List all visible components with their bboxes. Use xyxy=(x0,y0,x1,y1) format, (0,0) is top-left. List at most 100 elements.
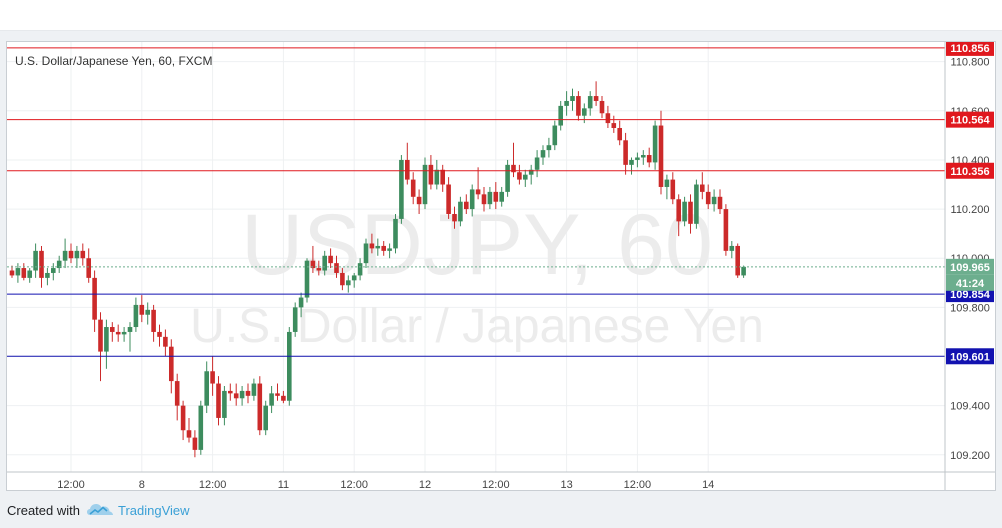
candle-up xyxy=(145,309,150,315)
candle-up xyxy=(729,245,735,251)
candle-up xyxy=(558,105,563,126)
top-toolbar-strip xyxy=(0,0,1002,31)
grid-lines xyxy=(7,42,945,472)
candle-up xyxy=(204,371,209,406)
candle-down xyxy=(646,155,652,163)
candle-up xyxy=(346,280,351,286)
candle-up xyxy=(469,189,475,210)
time-tick-label: 12:00 xyxy=(199,479,227,490)
chart-frame[interactable]: USDJPY, 60 U.S. Dollar / Japanese Yen 11… xyxy=(6,41,996,491)
candle-down xyxy=(9,270,15,276)
watermark-symbol: USDJPY, 60 xyxy=(241,197,713,293)
candle-up xyxy=(552,125,558,146)
candle-up xyxy=(263,405,268,431)
time-tick-label: 12 xyxy=(419,479,431,490)
candle-up xyxy=(393,218,398,249)
candle-down xyxy=(700,184,705,192)
candle-up xyxy=(652,125,658,163)
candle-up xyxy=(45,272,50,278)
candle-down xyxy=(723,209,729,251)
candle-down xyxy=(39,250,44,278)
candle-down xyxy=(163,336,168,347)
candle-down xyxy=(98,319,103,352)
candle-down xyxy=(428,164,434,185)
candle-down xyxy=(80,250,86,259)
candle-down xyxy=(340,272,345,286)
level-price-label: 110.356 xyxy=(950,166,989,178)
candle-down xyxy=(316,268,322,271)
candle-down xyxy=(245,390,251,396)
candle-down xyxy=(440,169,445,185)
candle-down xyxy=(381,245,386,251)
candle-down xyxy=(21,268,27,278)
candle-down xyxy=(334,263,339,273)
time-tick-label: 12:00 xyxy=(57,479,85,490)
candle-down xyxy=(86,258,91,278)
candle-up xyxy=(570,96,575,101)
candle-down xyxy=(688,201,693,224)
candle-down xyxy=(481,194,487,205)
candle-down xyxy=(369,243,375,249)
candle-down xyxy=(110,327,115,332)
candle-up xyxy=(27,270,32,278)
candle-up xyxy=(304,260,310,298)
last-price-label: 109.965 xyxy=(950,262,990,274)
candle-up xyxy=(51,268,56,273)
horizontal-levels xyxy=(7,47,945,357)
candle-up xyxy=(251,383,257,396)
candle-up xyxy=(534,157,540,170)
candle-down xyxy=(599,100,605,114)
candle-up xyxy=(121,331,127,335)
candle-down xyxy=(617,128,622,141)
candle-down xyxy=(670,179,676,200)
candle-up xyxy=(363,243,369,264)
candle-up xyxy=(387,248,392,251)
candle-down xyxy=(611,123,617,128)
candle-up xyxy=(15,268,21,276)
tradingview-link[interactable]: TradingView xyxy=(118,503,190,518)
candle-up xyxy=(587,96,593,109)
candle-up xyxy=(399,159,404,219)
candle-up xyxy=(523,174,528,180)
candle-up xyxy=(322,255,327,271)
candle-down xyxy=(257,383,263,431)
level-price-tag xyxy=(946,348,994,365)
candle-up xyxy=(74,250,80,259)
candle-up xyxy=(641,155,646,158)
candle-down xyxy=(151,309,156,332)
candle-down xyxy=(192,437,198,450)
candle-up xyxy=(239,390,245,399)
candle-down xyxy=(328,255,333,264)
candle-down xyxy=(735,245,740,276)
candle-down xyxy=(92,277,97,320)
price-chart[interactable]: USDJPY, 60 U.S. Dollar / Japanese Yen 11… xyxy=(7,42,995,490)
candle-down xyxy=(416,196,422,205)
candle-up xyxy=(682,201,687,222)
candle-up xyxy=(33,250,38,271)
footer: Created with TradingView xyxy=(0,494,1002,528)
level-price-label: 110.564 xyxy=(950,115,990,127)
candle-up xyxy=(505,164,510,192)
candle-up xyxy=(540,150,546,158)
time-tick-label: 12:00 xyxy=(624,479,652,490)
candle-up xyxy=(741,266,746,276)
candle-down xyxy=(180,405,186,431)
tradingview-logo-icon[interactable] xyxy=(87,501,113,519)
level-price-label: 109.601 xyxy=(950,351,990,363)
candle-up xyxy=(434,169,440,185)
level-price-label: 109.854 xyxy=(950,289,991,301)
candle-up xyxy=(62,250,68,261)
candle-down xyxy=(464,201,469,210)
time-axis[interactable]: 12:00 8 12:00 11 12:00 12 12:00 13 12:00 14 xyxy=(57,479,714,490)
candle-up xyxy=(375,245,381,249)
price-axis-labels: 110.856 110.564 110.356 109.854 109.601 109.9… xyxy=(946,42,994,365)
candle-up xyxy=(357,263,363,276)
level-price-tag xyxy=(946,42,994,56)
candle-up xyxy=(198,405,204,450)
level-price-tag xyxy=(946,162,994,179)
candlestick-series xyxy=(9,81,746,458)
candle-down xyxy=(157,331,162,337)
candle-down xyxy=(475,189,481,195)
watermark-name: U.S. Dollar / Japanese Yen xyxy=(190,300,764,353)
candle-up xyxy=(351,275,357,281)
